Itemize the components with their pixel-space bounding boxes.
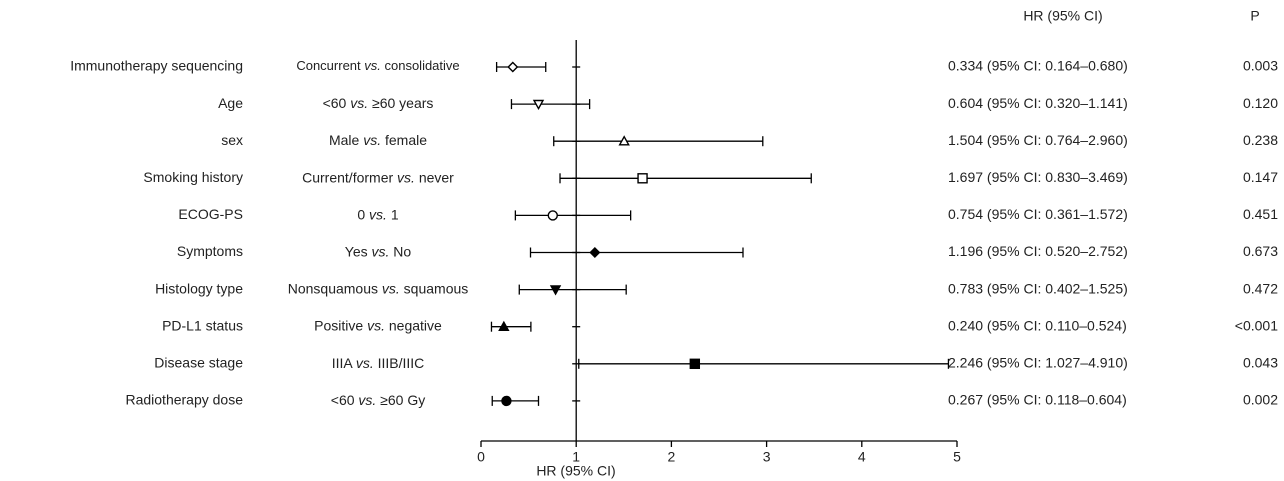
comparison-label: IIIA vs. IIIB/IIIC xyxy=(332,355,425,371)
p-header: P xyxy=(1250,8,1259,24)
p-value: <0.001 xyxy=(1235,317,1278,333)
x-tick-label: 3 xyxy=(763,449,771,465)
hr-label: 0.240 (95% CI: 0.110–0.524) xyxy=(948,317,1127,333)
variable-label: PD-L1 status xyxy=(162,317,243,333)
p-value: 0.002 xyxy=(1243,392,1278,408)
variable-label: Histology type xyxy=(155,280,243,296)
variable-label: Disease stage xyxy=(154,355,243,371)
hr-label: 0.604 (95% CI: 0.320–1.141) xyxy=(948,95,1128,111)
hr-label: 0.334 (95% CI: 0.164–0.680) xyxy=(948,58,1128,74)
x-tick-label: 5 xyxy=(953,449,961,465)
hr-marker xyxy=(689,358,701,369)
hr-marker xyxy=(532,99,545,111)
p-value: 0.673 xyxy=(1243,243,1278,259)
variable-label: Radiotherapy dose xyxy=(125,392,243,408)
variable-label: Symptoms xyxy=(177,243,243,259)
p-value: 0.238 xyxy=(1243,132,1278,148)
x-axis-label: HR (95% CI) xyxy=(536,463,615,479)
variable-label: Immunotherapy sequencing xyxy=(70,58,243,74)
comparison-label: Nonsquamous vs. squamous xyxy=(288,280,469,296)
comparison-label: Concurrent vs. consolidative xyxy=(296,58,459,73)
hr-marker xyxy=(589,247,601,258)
comparison-label: Positive vs. negative xyxy=(314,317,442,333)
hr-label: 0.783 (95% CI: 0.402–1.525) xyxy=(948,280,1128,296)
hr-label: 1.697 (95% CI: 0.830–3.469) xyxy=(948,169,1128,185)
x-tick-label: 2 xyxy=(668,449,676,465)
hr-marker xyxy=(549,285,562,296)
hr-marker xyxy=(507,61,519,73)
hr-label: 2.246 (95% CI: 1.027–4.910) xyxy=(948,355,1128,371)
hr-label: 0.754 (95% CI: 0.361–1.572) xyxy=(948,206,1128,222)
variable-label: sex xyxy=(221,132,243,148)
hr-marker xyxy=(618,135,630,146)
x-tick-label: 0 xyxy=(477,449,485,465)
hr-marker xyxy=(637,173,648,184)
comparison-label: 0 vs. 1 xyxy=(357,206,398,222)
p-value: 0.472 xyxy=(1243,280,1278,296)
p-value: 0.147 xyxy=(1243,169,1278,185)
variable-label: Smoking history xyxy=(143,169,243,185)
comparison-label: Yes vs. No xyxy=(345,243,412,259)
variable-label: Age xyxy=(218,95,243,111)
p-value: 0.451 xyxy=(1243,206,1278,222)
hr-marker xyxy=(547,210,558,221)
p-value: 0.003 xyxy=(1243,58,1278,74)
p-value: 0.043 xyxy=(1243,355,1278,371)
comparison-label: <60 vs. ≥60 years xyxy=(323,95,434,111)
p-value: 0.120 xyxy=(1243,95,1278,111)
comparison-label: Male vs. female xyxy=(329,132,427,148)
hr-label: 1.504 (95% CI: 0.764–2.960) xyxy=(948,132,1128,148)
x-tick-label: 1 xyxy=(572,449,580,465)
x-tick-label: 4 xyxy=(858,449,866,465)
hr-label: 1.196 (95% CI: 0.520–2.752) xyxy=(948,243,1128,259)
hr-marker xyxy=(501,395,512,407)
variable-label: ECOG-PS xyxy=(178,206,243,222)
hr-marker xyxy=(498,320,510,331)
hr-label: 0.267 (95% CI: 0.118–0.604) xyxy=(948,392,1127,408)
comparison-label: <60 vs. ≥60 Gy xyxy=(331,392,425,408)
estimate-header: HR (95% CI) xyxy=(1023,8,1102,24)
comparison-label: Current/former vs. never xyxy=(302,169,454,185)
